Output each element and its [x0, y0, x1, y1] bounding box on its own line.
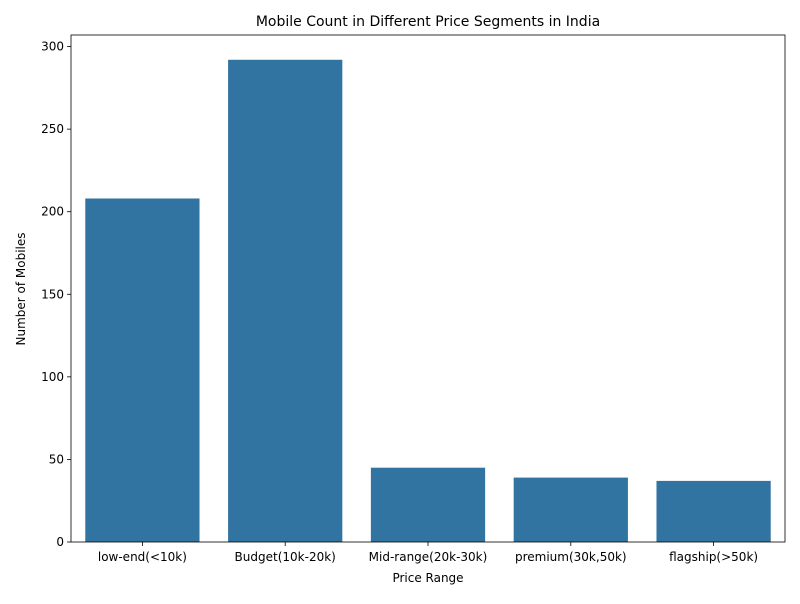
x-tick-label-0: low-end(<10k) [98, 550, 187, 564]
bar-1 [228, 59, 343, 543]
y-tick-label-1: 50 [49, 452, 64, 466]
y-tick-label-2: 100 [41, 370, 64, 384]
y-tick-label-5: 250 [41, 122, 64, 136]
y-axis: 0 50 100 150 200 250 300 [41, 40, 71, 549]
y-tick-label-6: 300 [41, 40, 64, 54]
x-tick-label-3: premium(30k,50k) [515, 550, 627, 564]
bar-3 [513, 477, 628, 542]
x-tick-label-4: flagship(>50k) [669, 550, 758, 564]
x-axis: low-end(<10k) Budget(10k-20k) Mid-range(20… [98, 542, 758, 564]
y-tick-label-0: 0 [56, 535, 64, 549]
chart-title: Mobile Count in Different Price Segments… [256, 14, 600, 30]
plot-frame [70, 34, 786, 543]
y-axis-label: Number of Mobiles [14, 232, 28, 345]
y-tick-label-3: 150 [41, 287, 64, 301]
bar-2 [370, 467, 486, 542]
bars-group [85, 59, 771, 543]
bar-4 [656, 480, 771, 542]
x-axis-label: Price Range [392, 571, 463, 585]
y-tick-label-4: 200 [41, 205, 64, 219]
x-tick-label-1: Budget(10k-20k) [235, 550, 336, 564]
x-tick-label-2: Mid-range(20k-30k) [369, 550, 488, 564]
bar-0 [85, 198, 200, 542]
